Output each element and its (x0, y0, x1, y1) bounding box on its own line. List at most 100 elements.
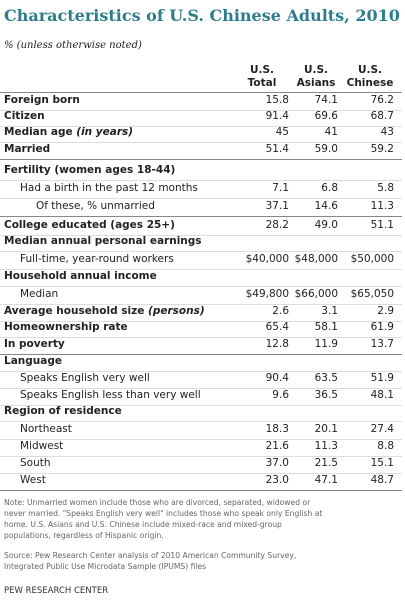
cell: 23.0 (265, 474, 289, 486)
cell: 12.8 (265, 338, 289, 350)
rule (0, 251, 402, 252)
cell: 51.9 (370, 372, 394, 384)
header-line: Chinese (346, 77, 394, 89)
cell: 37.1 (265, 200, 289, 212)
label-text: College educated (ages 25+) (4, 219, 175, 231)
row-label: Full-time, year-round workers (20, 253, 174, 265)
cell: 11.9 (314, 338, 338, 350)
label-text: Household annual income (4, 270, 157, 282)
label-text: Had a birth in the past 12 months (20, 182, 198, 194)
rule (0, 286, 402, 287)
header-line: U.S. (249, 64, 275, 76)
rule (0, 180, 402, 181)
header-line: Asians (296, 77, 336, 89)
cell: $40,000 (245, 253, 289, 265)
label-text: Northeast (20, 423, 72, 435)
cell: 21.6 (265, 440, 289, 452)
cell: 37.0 (265, 457, 289, 469)
row-label: South (20, 457, 51, 469)
cell: 27.4 (370, 423, 394, 435)
label-text: Citizen (4, 110, 45, 122)
label-text: Foreign born (4, 94, 80, 106)
row-label: Foreign born (4, 94, 80, 106)
cell: 59.2 (370, 143, 394, 155)
source-line: Source: Pew Research Center analysis of … (4, 551, 297, 560)
note-line: never married. "Speaks English very well… (4, 509, 323, 518)
cell: $66,000 (294, 288, 338, 300)
cell: 28.2 (265, 219, 289, 231)
label-text: Speaks English less than very well (20, 389, 201, 401)
cell: 2.6 (272, 305, 289, 317)
row-label: Had a birth in the past 12 months (20, 182, 198, 194)
row-label: College educated (ages 25+) (4, 219, 175, 231)
cell: 43 (380, 126, 394, 138)
label-text: Speaks English very well (20, 372, 150, 384)
row-label: Fertility (women ages 18-44) (4, 164, 175, 176)
rule (0, 269, 402, 270)
label-qualifier: (persons) (148, 305, 205, 317)
label-qualifier: (in years) (76, 126, 134, 138)
cell: 59.0 (314, 143, 338, 155)
cell: 15.8 (265, 94, 289, 106)
row-label: Language (4, 355, 62, 367)
cell: 7.1 (272, 182, 289, 194)
cell: 11.3 (370, 200, 394, 212)
subtitle: % (unless otherwise noted) (4, 40, 142, 51)
rule (0, 456, 402, 457)
cell: 20.1 (314, 423, 338, 435)
cell: 13.7 (370, 338, 394, 350)
cell: $49,800 (245, 288, 289, 300)
label-text: Fertility (women ages 18-44) (4, 164, 176, 176)
cell: 48.1 (370, 389, 394, 401)
title: Characteristics of U.S. Chinese Adults, … (4, 6, 400, 25)
rule (0, 421, 402, 422)
cell: 49.0 (314, 219, 338, 231)
label-text: Full-time, year-round workers (20, 253, 174, 265)
row-label: Region of residence (4, 405, 122, 417)
column-header: U.S. Asians (286, 64, 346, 90)
row-label: Of these, % unmarried (36, 200, 155, 212)
cell: 9.6 (272, 389, 289, 401)
label-text: Of these, % unmarried (36, 200, 155, 212)
row-label: Household annual income (4, 270, 157, 282)
row-label: West (20, 474, 46, 486)
cell: 15.1 (370, 457, 394, 469)
label-text: Region of residence (4, 405, 122, 417)
rule (0, 473, 402, 474)
cell: 36.5 (314, 389, 338, 401)
row-label: Northeast (20, 423, 72, 435)
label-text: Married (4, 143, 51, 155)
rule (0, 159, 402, 160)
row-label: Median age (in years) (4, 126, 133, 138)
header-line: U.S. (303, 64, 329, 76)
cell: 74.1 (314, 94, 338, 106)
cell: 21.5 (314, 457, 338, 469)
footer: PEW RESEARCH CENTER (4, 586, 109, 596)
rule (0, 354, 402, 355)
row-label: Midwest (20, 440, 63, 452)
label-text: South (20, 457, 51, 469)
row-label: Median annual personal earnings (4, 235, 202, 247)
row-label: Median (20, 288, 58, 300)
note-line: home. U.S. Asians and U.S. Chinese inclu… (4, 520, 282, 529)
cell: 47.1 (314, 474, 338, 486)
cell: 69.6 (314, 110, 338, 122)
cell: 3.1 (321, 305, 338, 317)
row-label: Homeownership rate (4, 321, 128, 333)
rule (0, 388, 402, 389)
rule (0, 235, 402, 236)
rule (0, 405, 402, 406)
row-label: Speaks English less than very well (20, 389, 201, 401)
label-text: Language (4, 355, 62, 367)
label-text: Median age (4, 126, 73, 138)
cell: 11.3 (314, 440, 338, 452)
rule (0, 321, 402, 322)
label-text: West (20, 474, 46, 486)
cell: 91.4 (265, 110, 289, 122)
cell: 58.1 (314, 321, 338, 333)
cell: 63.5 (314, 372, 338, 384)
cell: 18.3 (265, 423, 289, 435)
column-header: U.S. Total (232, 64, 292, 90)
cell: 5.8 (377, 182, 394, 194)
row-label: Average household size (persons) (4, 305, 205, 317)
